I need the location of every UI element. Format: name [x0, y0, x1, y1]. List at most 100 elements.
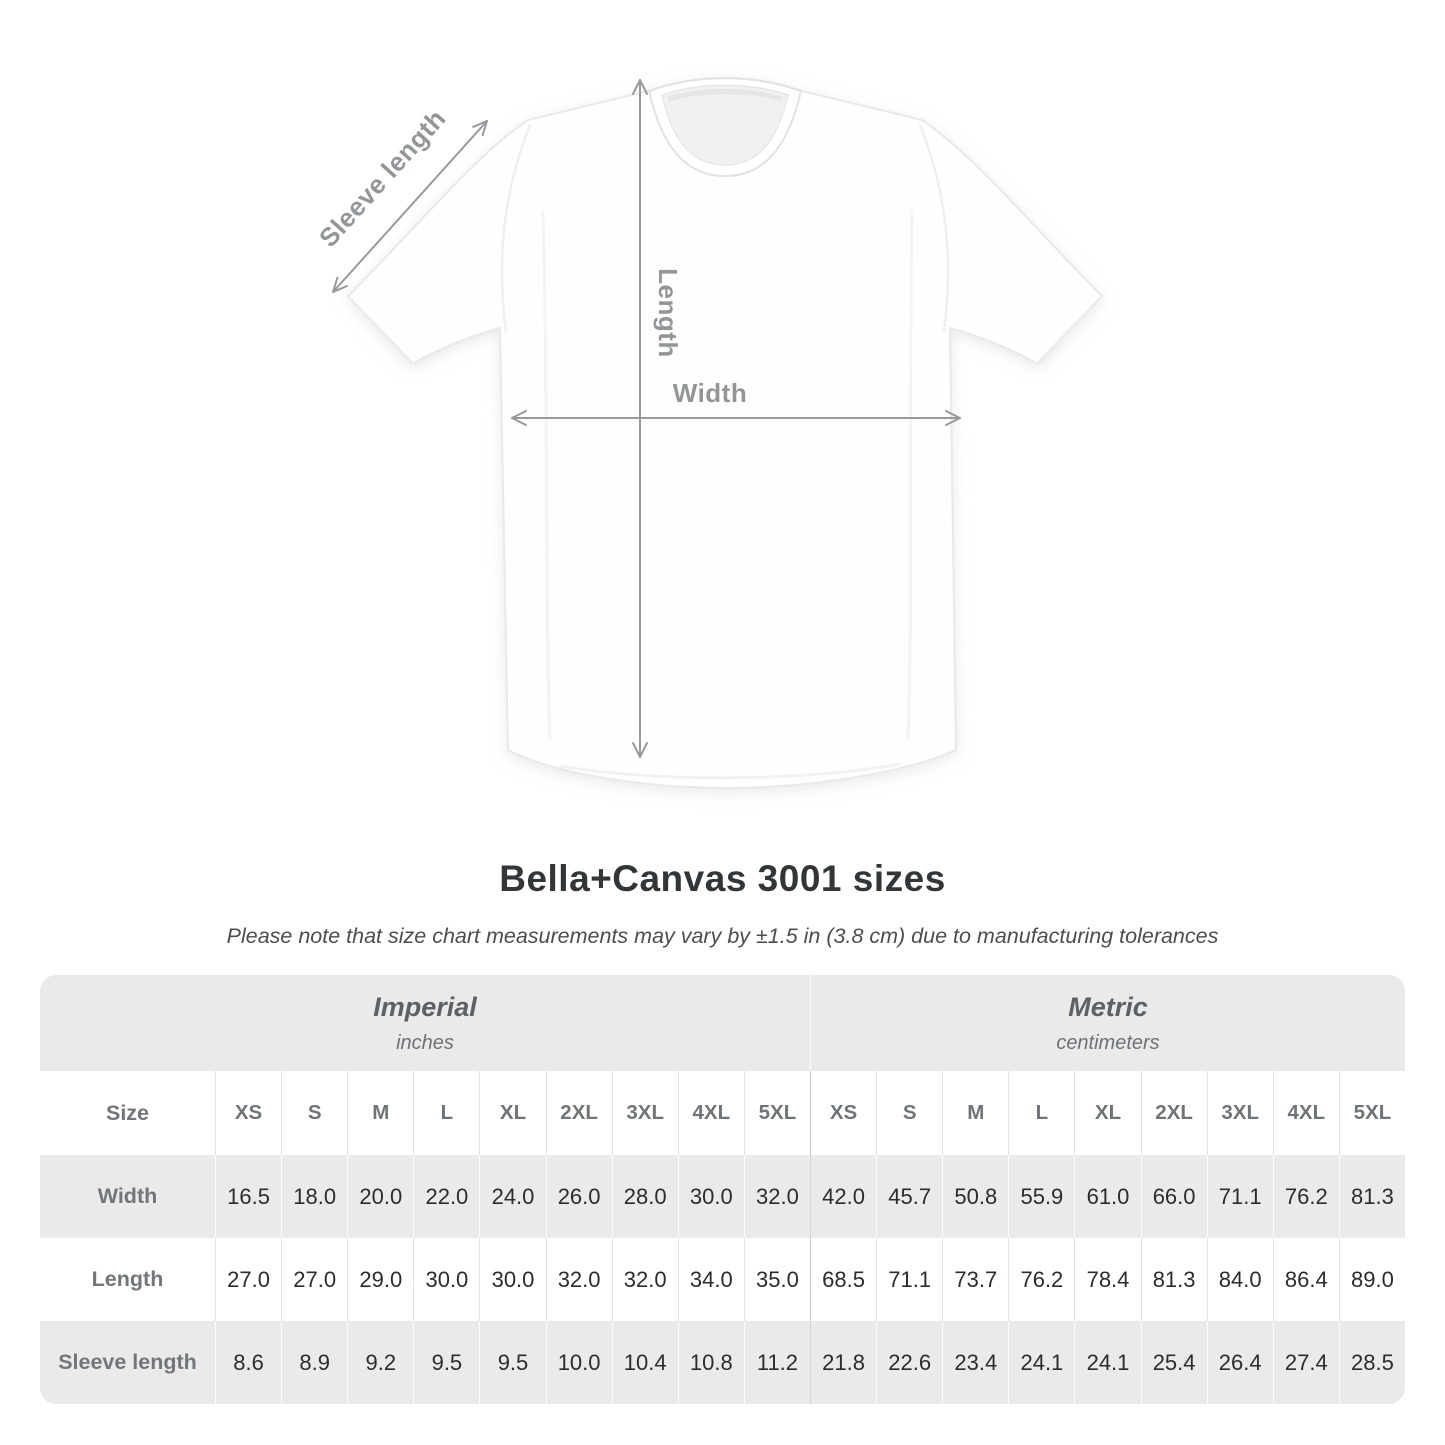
table-cell: 73.7	[942, 1238, 1008, 1321]
table-cell: 25.4	[1140, 1321, 1207, 1404]
size-header-imperial-l: L	[413, 1071, 479, 1155]
table-cell: 71.1	[876, 1238, 942, 1321]
table-cell: 81.3	[1140, 1238, 1207, 1321]
table-cell: 76.2	[1008, 1238, 1074, 1321]
table-cell: 10.0	[545, 1321, 612, 1404]
arrowhead-up-icon	[632, 79, 648, 95]
arrowhead-down-icon	[632, 742, 648, 758]
arrowhead-lower-icon	[332, 276, 348, 293]
table-cell: 89.0	[1338, 1238, 1405, 1321]
size-header-imperial-m: M	[347, 1071, 413, 1155]
tshirt-measurement-diagram: Length Width Sleeve length	[313, 77, 1104, 790]
table-cell: 22.0	[413, 1155, 479, 1238]
size-header-metric-5xl: 5XL	[1338, 1071, 1405, 1155]
row-label-length: Length	[91, 1267, 164, 1291]
table-cell: 45.7	[876, 1155, 942, 1238]
metric-unit: centimeters	[1056, 1031, 1160, 1054]
imperial-unit: inches	[396, 1031, 454, 1054]
table-cell: 20.0	[347, 1155, 413, 1238]
size-header-metric-s: S	[876, 1071, 942, 1155]
size-header-metric-l: L	[1008, 1071, 1074, 1155]
table-cell: 30.0	[413, 1238, 479, 1321]
size-header-imperial-3xl: 3XL	[611, 1071, 678, 1155]
size-header-imperial-4xl: 4XL	[677, 1071, 744, 1155]
table-cell: 8.6	[215, 1321, 281, 1404]
table-cell: 10.4	[611, 1321, 678, 1404]
table-cell: 55.9	[1008, 1155, 1074, 1238]
size-header-imperial-5xl: 5XL	[743, 1071, 810, 1155]
table-cell: 86.4	[1272, 1238, 1339, 1321]
table-cell: 24.1	[1074, 1321, 1140, 1404]
unit-group-row: Imperial inches Metric centimeters	[40, 975, 1405, 1071]
table-cell: 32.0	[545, 1238, 612, 1321]
metric-label: Metric	[1068, 991, 1148, 1022]
tshirt-body	[346, 77, 1104, 790]
table-cell: 27.4	[1272, 1321, 1339, 1404]
table-cell: 34.0	[677, 1238, 744, 1321]
size-header-imperial-2xl: 2XL	[545, 1071, 612, 1155]
table-cell: 9.5	[479, 1321, 545, 1404]
table-cell: 11.2	[743, 1321, 810, 1404]
table-cell: 61.0	[1074, 1155, 1140, 1238]
table-cell: 66.0	[1140, 1155, 1207, 1238]
table-cell: 8.9	[281, 1321, 347, 1404]
tshirt-collar	[647, 77, 803, 178]
table-cell: 32.0	[743, 1155, 810, 1238]
table-cell: 42.0	[810, 1155, 876, 1238]
table-cell: 9.5	[413, 1321, 479, 1404]
width-label: Width	[673, 378, 747, 408]
arrowhead-right-icon	[945, 410, 961, 426]
table-cell: 76.2	[1272, 1155, 1339, 1238]
tolerance-note: Please note that size chart measurements…	[226, 924, 1219, 948]
imperial-label: Imperial	[373, 991, 477, 1022]
size-header-metric-4xl: 4XL	[1272, 1071, 1339, 1155]
table-cell: 28.5	[1338, 1321, 1405, 1404]
table-cell: 18.0	[281, 1155, 347, 1238]
size-chart-table: Imperial inches Metric centimeters Size …	[40, 975, 1405, 1404]
table-cell: 24.1	[1008, 1321, 1074, 1404]
table-cell: 27.0	[215, 1238, 281, 1321]
size-corner-label: Size	[105, 1100, 150, 1125]
table-cell: 22.6	[876, 1321, 942, 1404]
table-cell: 16.5	[215, 1155, 281, 1238]
table-cell: 27.0	[281, 1238, 347, 1321]
size-header-metric-3xl: 3XL	[1206, 1071, 1273, 1155]
table-cell: 26.4	[1206, 1321, 1273, 1404]
row-label-sleeve-length: Sleeve length	[58, 1350, 197, 1374]
size-header-metric-2xl: 2XL	[1140, 1071, 1207, 1155]
length-label: Length	[653, 268, 683, 358]
size-header-metric-xl: XL	[1074, 1071, 1140, 1155]
table-cell: 26.0	[545, 1155, 612, 1238]
table-row-width: Width 16.5 18.0 20.0 22.0 24.0 26.0 28.0…	[40, 1155, 1405, 1238]
table-cell: 30.0	[677, 1155, 744, 1238]
row-label-width: Width	[97, 1184, 158, 1208]
tshirt-graphic: Length Width Sleeve length	[313, 77, 1104, 790]
imperial-group-header: Imperial inches	[40, 975, 810, 1071]
table-cell: 71.1	[1206, 1155, 1273, 1238]
table-cell: 24.0	[479, 1155, 545, 1238]
size-header-metric-m: M	[942, 1071, 1008, 1155]
size-header-imperial-xs: XS	[215, 1071, 281, 1155]
page-title: Bella+Canvas 3001 sizes	[499, 858, 946, 899]
table-row-sleeve-length: Sleeve length 8.6 8.9 9.2 9.5 9.5 10.0 1…	[40, 1321, 1405, 1404]
table-cell: 50.8	[942, 1155, 1008, 1238]
size-header-row: Size XS S M L XL 2XL 3XL 4XL 5XL XS S M …	[40, 1071, 1405, 1155]
metric-group-header: Metric centimeters	[810, 975, 1405, 1071]
arrowhead-upper-icon	[472, 120, 488, 137]
table-cell: 78.4	[1074, 1238, 1140, 1321]
table-cell: 23.4	[942, 1321, 1008, 1404]
table-cell: 9.2	[347, 1321, 413, 1404]
table-row-length: Length 27.0 27.0 29.0 30.0 30.0 32.0 32.…	[40, 1238, 1405, 1321]
table-cell: 81.3	[1338, 1155, 1405, 1238]
table-cell: 32.0	[611, 1238, 678, 1321]
size-header-imperial-xl: XL	[479, 1071, 545, 1155]
width-arrow: Width	[511, 378, 961, 426]
table-cell: 29.0	[347, 1238, 413, 1321]
size-header-metric-xs: XS	[810, 1071, 876, 1155]
table-cell: 10.8	[677, 1321, 744, 1404]
table-cell: 84.0	[1206, 1238, 1273, 1321]
table-cell: 30.0	[479, 1238, 545, 1321]
table-cell: 35.0	[743, 1238, 810, 1321]
arrowhead-left-icon	[511, 410, 527, 426]
table-cell: 68.5	[810, 1238, 876, 1321]
